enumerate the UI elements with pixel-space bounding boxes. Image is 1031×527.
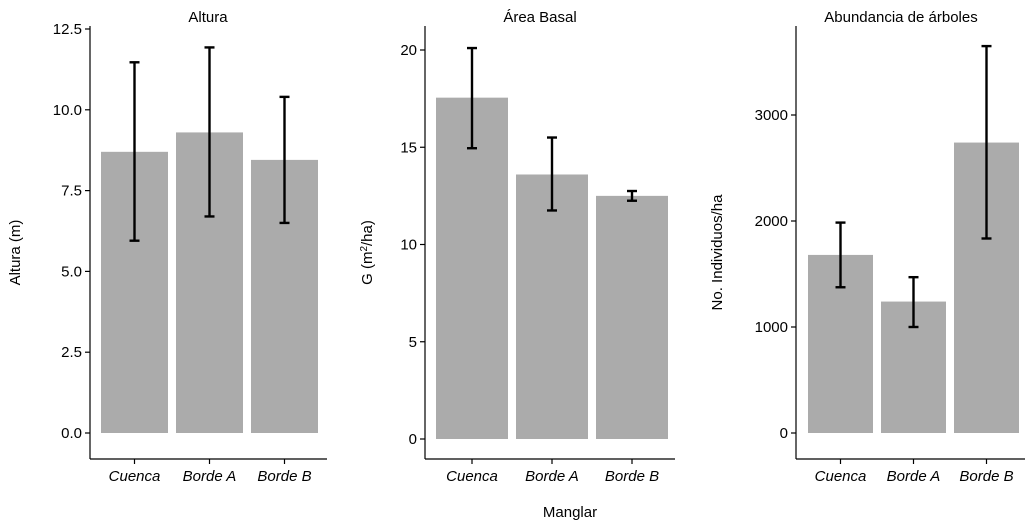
y-axis-label: G (m2/ha) xyxy=(359,220,377,285)
bar xyxy=(516,174,588,440)
x-tick-label: Borde A xyxy=(525,468,579,485)
y-tick-label: 20 xyxy=(400,42,417,59)
y-tick-label: 0 xyxy=(409,431,417,448)
y-tick-label: 12.5 xyxy=(53,21,82,38)
error-bar xyxy=(981,44,992,240)
chart-panel: Área Basal G (m2/ha) 0 5 10 15 20 Cuenca Borde A… xyxy=(359,9,675,485)
x-axis-label: Manglar xyxy=(543,504,597,521)
error-bar xyxy=(835,221,846,289)
panel-title: Abundancia de árboles xyxy=(824,9,977,26)
y-tick-label: 10.0 xyxy=(53,102,82,119)
error-bar xyxy=(467,46,477,150)
error-bar xyxy=(908,275,919,329)
error-bar xyxy=(129,61,140,242)
y-tick-label: 0 xyxy=(780,425,788,442)
y-tick-label: 5.0 xyxy=(61,263,82,280)
error-bar xyxy=(204,46,215,218)
panel-title: Altura xyxy=(188,9,228,26)
y-tick-label: 2000 xyxy=(755,213,788,230)
bar xyxy=(596,195,668,439)
x-tick-label: Borde A xyxy=(183,468,237,485)
y-tick-label: 10 xyxy=(400,237,417,254)
x-tick-label: Borde B xyxy=(959,468,1013,485)
y-tick-label: 15 xyxy=(400,139,417,156)
y-axis-label: Altura (m) xyxy=(7,220,24,286)
x-tick-label: Cuenca xyxy=(446,468,498,485)
chart-panel: Abundancia de árboles No. Individuos/ha 0 1… xyxy=(709,9,1025,485)
y-tick-label: 1000 xyxy=(755,319,788,336)
error-bar xyxy=(627,189,637,202)
x-tick-label: Borde A xyxy=(887,468,941,485)
bar xyxy=(436,97,508,439)
y-tick-label: 7.5 xyxy=(61,183,82,200)
x-tick-label: Borde B xyxy=(257,468,311,485)
error-bar xyxy=(279,95,290,225)
x-tick-label: Borde B xyxy=(605,468,659,485)
y-tick-label: 2.5 xyxy=(61,344,82,361)
x-tick-label: Cuenca xyxy=(109,468,161,485)
chart-panel: Altura Altura (m) 0.0 2.5 5.0 7.5 10.0 12.5 Cuen… xyxy=(7,9,327,485)
panel-title: Área Basal xyxy=(503,9,576,26)
y-tick-label: 5 xyxy=(409,334,417,351)
y-axis-label: No. Individuos/ha xyxy=(709,194,726,311)
error-bar xyxy=(547,136,557,212)
y-tick-label: 0.0 xyxy=(61,425,82,442)
x-tick-label: Cuenca xyxy=(815,468,867,485)
y-tick-label: 3000 xyxy=(755,107,788,124)
